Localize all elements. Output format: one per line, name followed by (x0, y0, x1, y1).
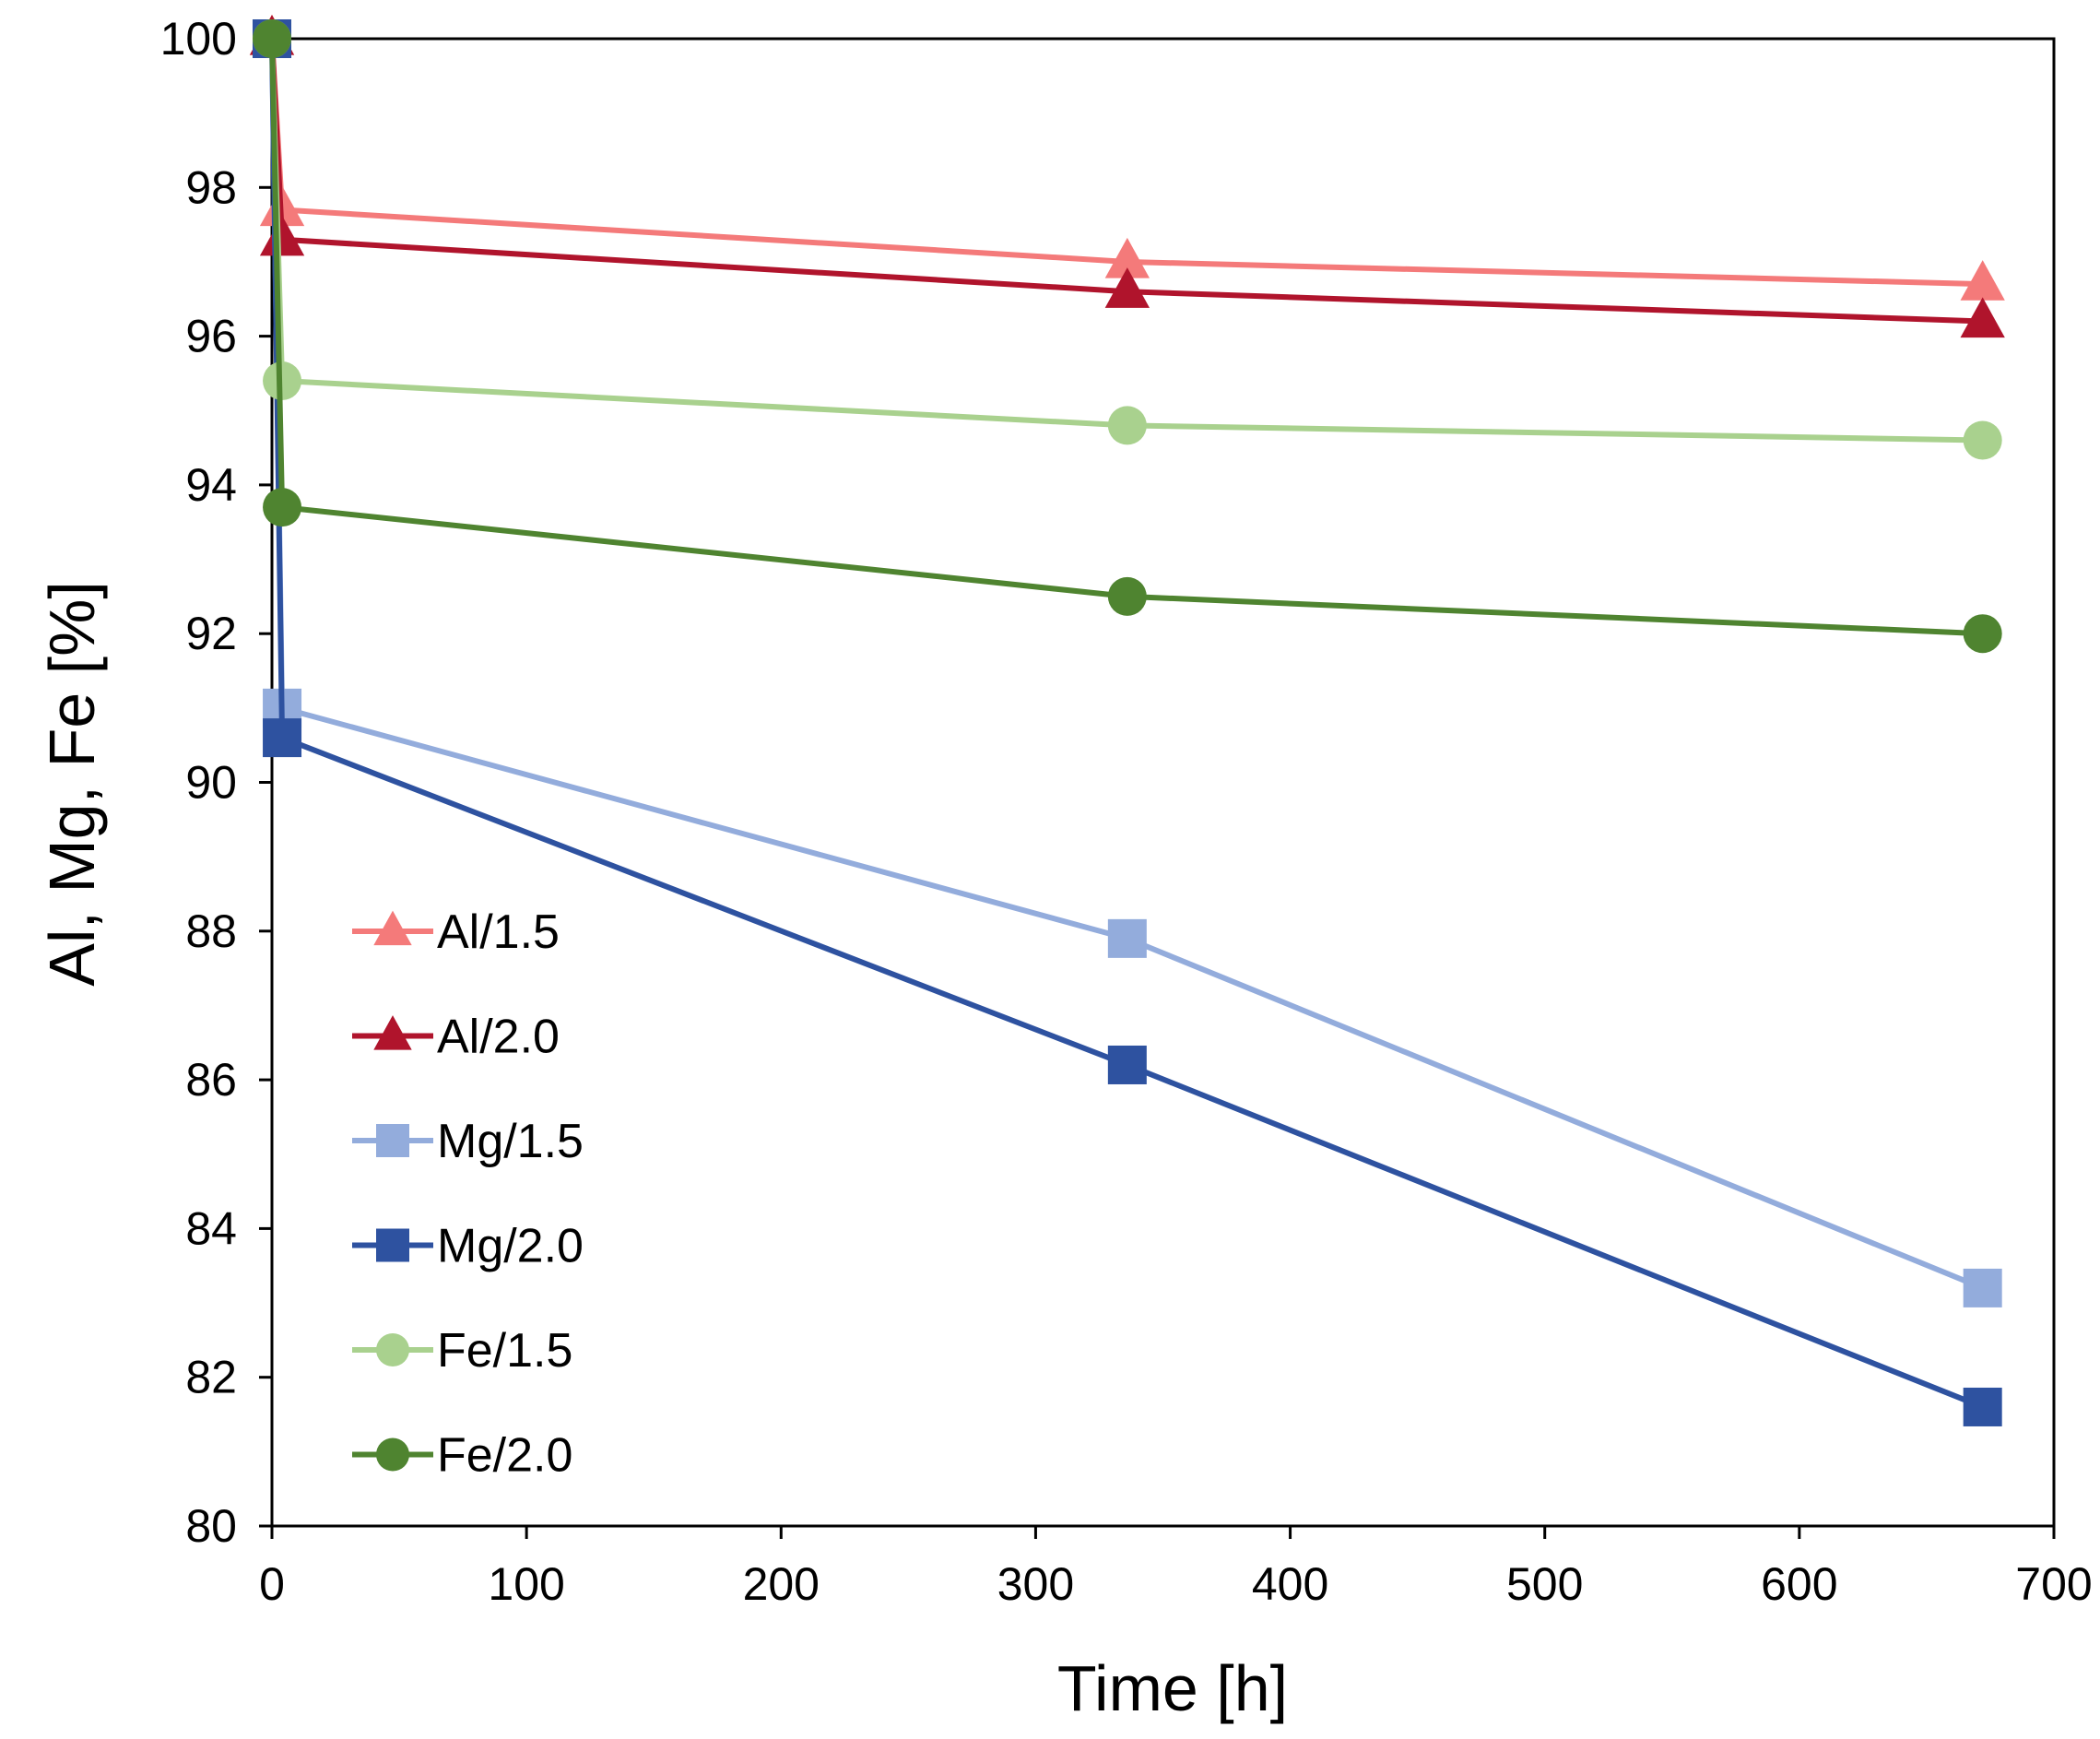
legend-item-fe-2-0: Fe/2.0 (352, 1429, 572, 1483)
x-tick-label: 700 (2015, 1558, 2092, 1610)
data-point-fe-1-5 (1107, 406, 1147, 445)
series-line-fe-2-0 (269, 38, 1983, 637)
data-point-al-2-0 (1104, 267, 1150, 308)
data-point-mg-1-5 (1107, 918, 1147, 958)
legend-swatch-marker (373, 1015, 412, 1050)
data-point-fe-2-0 (1963, 614, 2002, 654)
legend-label: Mg/2.0 (437, 1220, 584, 1273)
x-tick-label: 0 (259, 1558, 285, 1610)
x-tick-label: 600 (1761, 1558, 1837, 1610)
data-point-mg-1-5 (1963, 1268, 2002, 1307)
y-tick-label: 98 (185, 161, 237, 213)
y-tick-label: 100 (160, 13, 237, 65)
data-point-fe-2-0 (1107, 576, 1147, 616)
series-group (249, 14, 2005, 1426)
legend-label: Fe/2.0 (437, 1429, 572, 1483)
data-point-fe-2-0 (263, 488, 302, 527)
x-tick-label: 200 (743, 1558, 820, 1610)
series-al-2-0 (249, 14, 2005, 338)
y-tick-label: 86 (185, 1054, 237, 1106)
data-point-al-2-0 (1960, 297, 2005, 338)
legend: Al/1.5 Al/2.0 Mg/1.5 Mg/2.0 Fe/1.5 Fe/2.0 (352, 905, 584, 1483)
data-point-al-2-0 (259, 215, 305, 256)
legend-swatch-marker (376, 1124, 409, 1157)
series-mg-2-0 (253, 19, 2002, 1426)
legend-label: Al/1.5 (437, 905, 560, 959)
x-axis-title: Time [h] (1057, 1652, 1288, 1724)
legend-swatch-marker (376, 1437, 409, 1472)
y-tick-label: 90 (185, 757, 237, 809)
x-tick-label: 500 (1506, 1558, 1583, 1610)
y-axis-title: Al, Mg, Fe [%] (36, 581, 108, 987)
legend-label: Fe/1.5 (437, 1324, 572, 1378)
legend-item-mg-2-0: Mg/2.0 (352, 1220, 584, 1273)
series-al-1-5 (249, 14, 2005, 301)
y-tick-label: 96 (185, 311, 237, 362)
data-point-al-1-5 (1104, 237, 1150, 278)
legend-label: Al/2.0 (437, 1011, 560, 1064)
y-tick-label: 82 (185, 1352, 237, 1403)
data-point-mg-2-0 (1963, 1387, 2002, 1426)
legend-swatch-marker (376, 1333, 409, 1366)
data-point-mg-2-0 (1107, 1045, 1147, 1084)
y-tick-label: 92 (185, 608, 237, 659)
x-tick-label: 300 (997, 1558, 1074, 1610)
data-point-mg-2-0 (263, 718, 302, 758)
x-tick-label: 400 (1252, 1558, 1328, 1610)
data-point-fe-2-0 (253, 19, 291, 58)
series-fe-2-0 (253, 19, 2002, 654)
legend-item-al-2-0: Al/2.0 (352, 1011, 560, 1064)
y-tick-label: 88 (185, 905, 237, 957)
axes: 80 82 84 86 88 90 92 94 96 98 100 0 100 200 300 400 500 6… (160, 13, 2093, 1610)
legend-swatch-marker (373, 910, 412, 946)
legend-item-fe-1-5: Fe/1.5 (352, 1324, 572, 1378)
y-tick-label: 80 (185, 1500, 237, 1552)
data-point-al-1-5 (1960, 260, 2005, 301)
legend-item-mg-1-5: Mg/1.5 (352, 1115, 584, 1168)
legend-item-al-1-5: Al/1.5 (352, 905, 560, 959)
x-tick-label: 100 (488, 1558, 564, 1610)
legend-label: Mg/1.5 (437, 1115, 584, 1168)
y-tick-label: 84 (185, 1202, 237, 1254)
y-tick-label: 94 (185, 459, 237, 511)
data-point-fe-1-5 (1963, 420, 2002, 460)
legend-swatch-marker (376, 1228, 409, 1262)
